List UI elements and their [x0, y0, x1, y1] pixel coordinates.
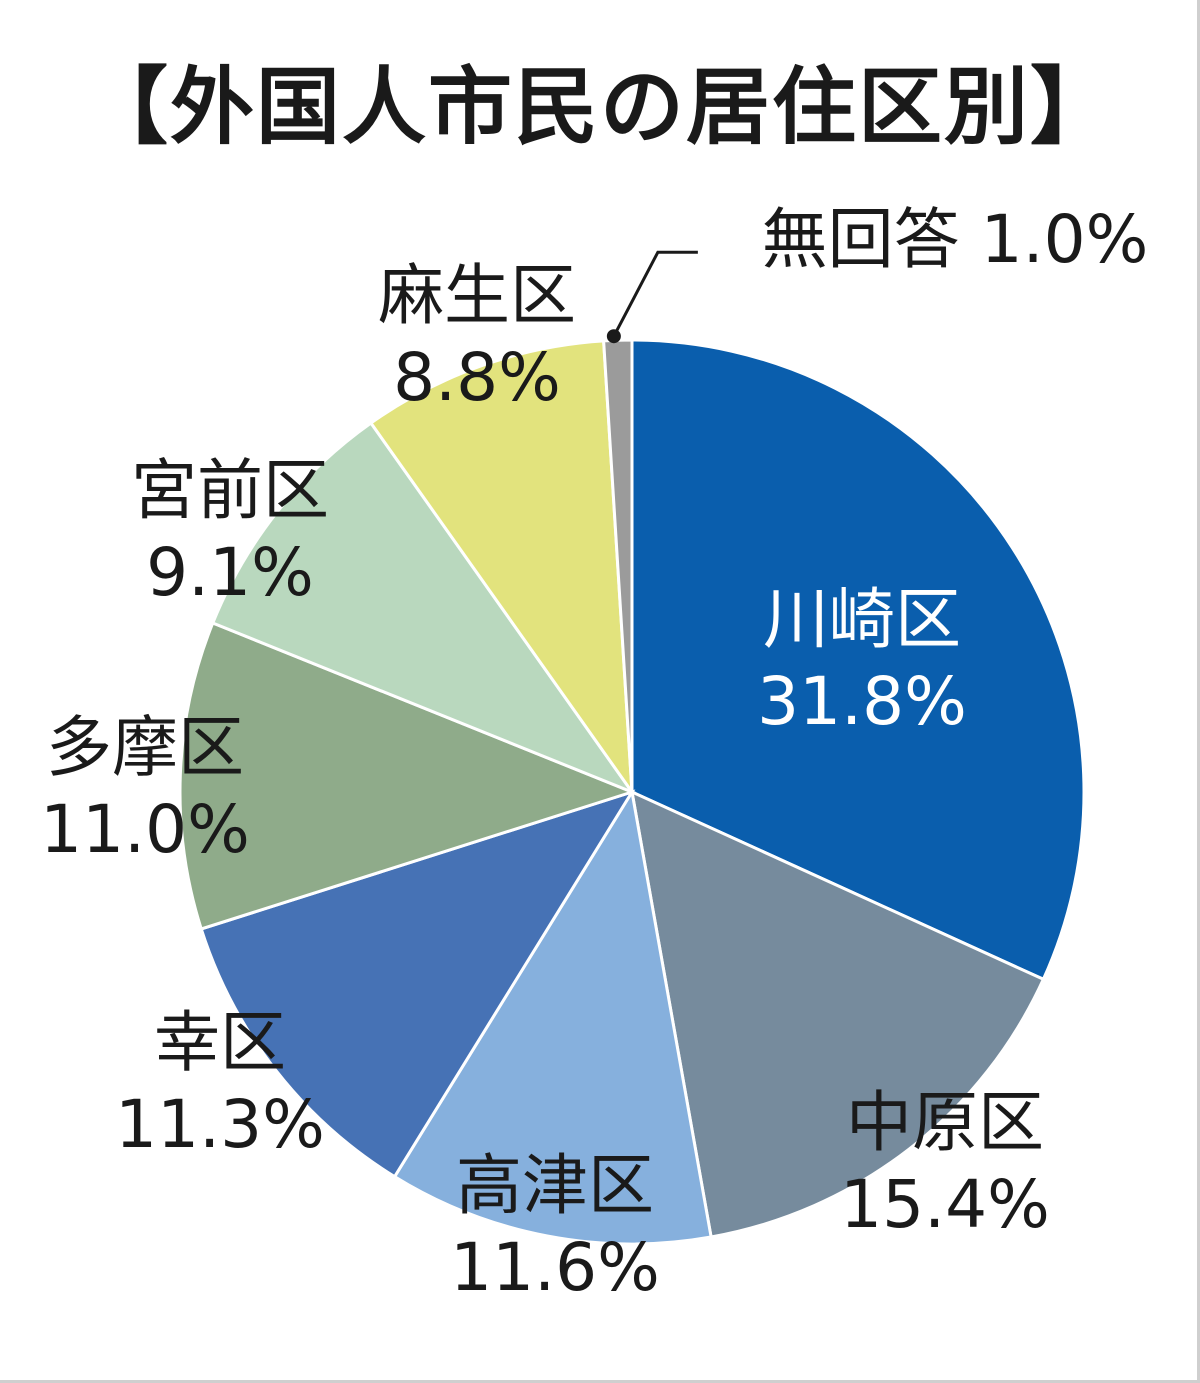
pie-slice-3 — [392, 787, 713, 1246]
pie-slice-6 — [210, 420, 637, 796]
pie-slice-2 — [630, 789, 1046, 1239]
slice-name-1: 川崎区 — [763, 581, 961, 658]
slice-value-5: 11.0% — [40, 791, 250, 868]
slice-value-3: 11.6% — [450, 1229, 660, 1306]
slice-value-4: 11.3% — [115, 1086, 325, 1163]
slice-label-8: 無回答 1.0% — [762, 201, 1149, 278]
leader-dot — [606, 329, 621, 344]
slice-name-4: 幸区 — [154, 1004, 286, 1081]
chart-title: 【外国人市民の居住区別】 — [83, 58, 1116, 156]
slice-value-6: 9.1% — [146, 534, 314, 611]
slice-name-6: 宮前区 — [131, 452, 329, 529]
pie-slice-4 — [199, 789, 636, 1179]
pie-slice-7 — [368, 339, 634, 798]
slice-name-2: 中原区 — [846, 1084, 1044, 1161]
slice-name-3: 高津区 — [456, 1147, 654, 1224]
pie-slice-1 — [630, 338, 1086, 982]
slice-value-7: 8.8% — [393, 339, 561, 416]
slice-name-7: 麻生区 — [378, 257, 576, 334]
slice-value-2: 15.4% — [840, 1166, 1050, 1243]
leader-line — [612, 250, 698, 337]
pie-slice-5 — [178, 621, 637, 931]
slice-name-5: 多摩区 — [46, 709, 244, 786]
slice-value-1: 31.8% — [757, 663, 967, 740]
